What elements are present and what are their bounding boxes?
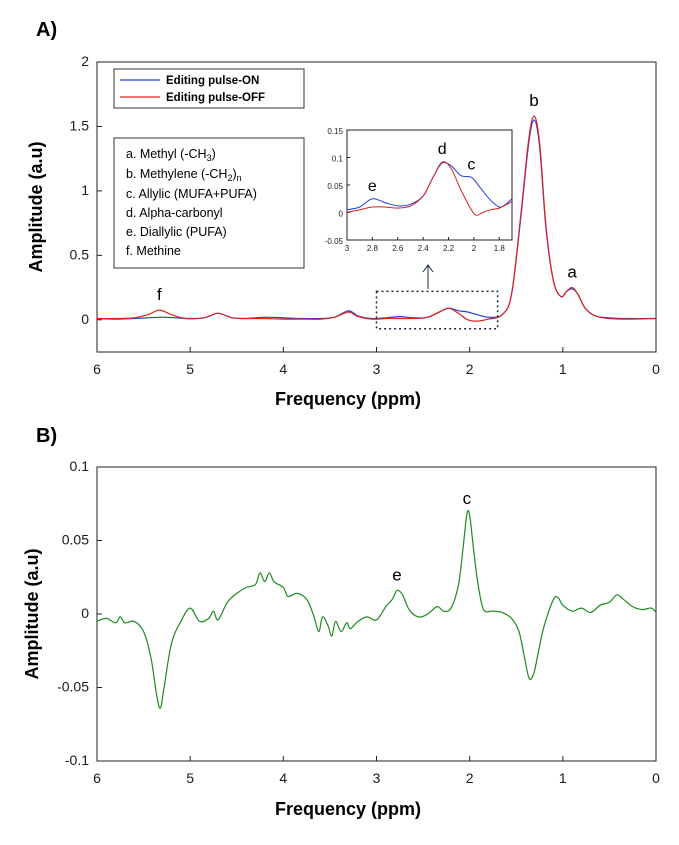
inset-x-tick-label: 2 [472,244,477,253]
plot-a-x-ticks: 6 5 4 3 2 1 0 [93,347,660,377]
plot-a-peak-labels: a b f [157,91,577,304]
plot-a-peak-label-f: f [157,285,162,304]
plot-a-x-tick-label: 2 [466,361,474,377]
peak-key-box [113,137,305,269]
inset-peak-label-d: d [438,141,447,158]
plot-b-x-tick-label: 5 [186,770,194,786]
plot-b-peak-label-c: c [463,489,472,508]
plot-b-peak-labels: ec [392,489,471,584]
inset-peak-label-e: e [368,178,377,195]
zoom-arrow [422,264,434,289]
peak-key-item-b: b. Methylene (-CH2)n [126,167,242,183]
peak-key-item-d: d. Alpha-carbonyl [126,206,223,220]
inset-y-tick-label: 0 [339,210,344,219]
plot-a-y-tick-label: 1 [81,182,89,198]
plot-b-x-tick-label: 3 [373,770,381,786]
legend-entry-on: Editing pulse-ON [166,75,259,87]
plot-b-y-tick-label: -0.05 [57,679,89,695]
peak-key-item-c: c. Allylic (MUFA+PUFA) [126,187,257,201]
plot-b-y-tick-label: 0.1 [70,458,90,474]
inset-y-tick-label: 0.1 [332,155,344,164]
plot-a-y-ticks: 0 0.5 1 1.5 2 [70,53,102,327]
plot-a-series [96,115,657,322]
panel-label-b: B) [36,425,57,447]
plot-a-x-tick-label: 6 [93,361,101,377]
plot-b-x-tick-label: 6 [93,770,101,786]
zoom-region-box [375,290,499,330]
plot-b-peak-label-e: e [392,565,401,584]
plot-a-y-tick-label: 0 [81,311,89,327]
plot-b-y-tick-label: -0.1 [65,752,89,768]
plot-b-x-tick-label: 0 [652,770,660,786]
inset-line-editing-pulse-off [346,161,513,216]
peak-key-item-a: a. Methyl (-CH3) [126,147,216,163]
plot-a-x-tick-label: 3 [373,361,381,377]
plot-a-y-axis-label: Amplitude (a.u) [26,142,46,273]
plot-b-y-tick-label: 0.05 [62,532,89,548]
inset: 3 2.8 2.6 2.4 2.2 2 1.8 -0.05 0 0.05 0.1 0.15 e d c [325,127,513,253]
panel-label-a: A) [36,19,57,41]
inset-x-tick-label: 3 [345,244,350,253]
plot-b-x-tick-label: 2 [466,770,474,786]
inset-y-tick-label: 0.15 [327,127,343,136]
plot-a-x-tick-label: 0 [652,361,660,377]
plot-b-series [96,510,657,709]
plot-b-y-tick-label: 0 [81,605,89,621]
plot-a-y-tick-label: 1.5 [70,117,90,133]
inset-series [346,161,513,216]
plot-a-peak-label-b: b [529,91,538,110]
inset-x-tick-label: 2.4 [418,244,430,253]
inset-x-tick-label: 2.6 [392,244,404,253]
plot-b-x-ticks: 6 5 4 3 2 1 0 [93,756,660,786]
peak-key-item-e: e. Diallylic (PUFA) [126,225,227,239]
plot-a-y-tick-label: 0.5 [70,246,90,262]
inset-x-tick-label: 2.2 [443,244,455,253]
plot-a-x-tick-label: 5 [186,361,194,377]
plot-b-x-tick-label: 4 [279,770,287,786]
inset-peak-labels: e d c [368,141,475,195]
inset-x-ticks: 3 2.8 2.6 2.4 2.2 2 1.8 [345,237,506,253]
inset-x-tick-label: 2.8 [367,244,379,253]
plot-b-y-ticks: -0.1 -0.05 0 0.05 0.1 [57,458,102,768]
inset-y-tick-label: -0.05 [325,237,344,246]
inset-line-editing-pulse-on [346,161,513,211]
plot-b-frame [96,466,657,762]
inset-peak-label-c: c [467,156,475,173]
plot-a: 6 5 4 3 2 1 0 0 0.5 1 1.5 2 a b f Frequency (ppm) Am… [26,53,660,409]
plot-b-x-axis-label: Frequency (ppm) [275,799,421,819]
plot-b-y-axis-label: Amplitude (a.u) [22,549,42,680]
legend-box [113,68,305,109]
legend-entry-off: Editing pulse-OFF [166,92,265,104]
plot-a-line-editing-pulse-off [96,115,657,322]
peak-key-item-f: f. Methine [126,244,181,258]
inset-y-ticks: -0.05 0 0.05 0.1 0.15 [325,127,350,246]
plot-a-x-tick-label: 1 [559,361,567,377]
plot-a-x-tick-label: 4 [279,361,287,377]
plot-a-peak-label-a: a [567,263,577,282]
plot-a-y-tick-label: 2 [81,53,89,69]
plot-b-x-tick-label: 1 [559,770,567,786]
legend: Editing pulse-ON Editing pulse-OFF [113,68,305,109]
peak-key: a. Methyl (-CH3) b. Methylene (-CH2)n c.… [113,137,305,269]
plot-a-x-axis-label: Frequency (ppm) [275,389,421,409]
inset-x-tick-label: 1.8 [494,244,506,253]
inset-y-tick-label: 0.05 [327,182,343,191]
plot-b-line-difference-spectrum [96,510,657,709]
